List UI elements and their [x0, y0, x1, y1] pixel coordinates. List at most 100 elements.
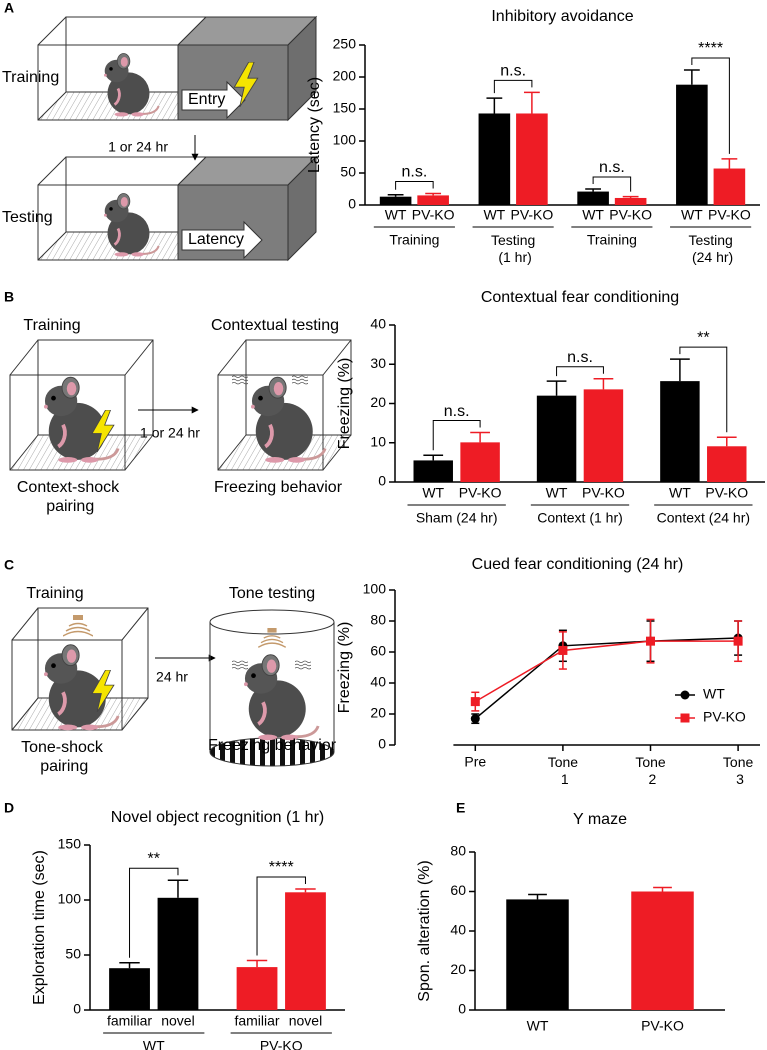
- significance-label: ****: [269, 859, 294, 876]
- group-label: Context (1 hr): [537, 510, 623, 526]
- y-tick-label: 0: [378, 736, 386, 752]
- bar: [157, 897, 199, 1010]
- x-tick-label: WT: [422, 485, 444, 501]
- significance-label: n.s.: [567, 349, 593, 366]
- significance-label: **: [697, 329, 709, 346]
- chart-title: Inhibitory avoidance: [491, 8, 633, 25]
- point: [558, 645, 568, 655]
- y-tick-label: 20: [370, 705, 386, 721]
- bar: [413, 460, 453, 482]
- y-axis-label: Exploration time (sec): [31, 850, 48, 1005]
- diagrams: Entry Latency: [9, 15, 352, 767]
- y-axis-label: Freezing (%): [336, 358, 353, 450]
- panel-label: B: [4, 289, 14, 305]
- x-tick-label: WT: [385, 207, 407, 223]
- diagram-text: 1 or 24 hr: [108, 139, 168, 155]
- x-tick-label: PV-KO: [641, 1018, 684, 1034]
- x-tick-label: WT: [527, 1018, 549, 1034]
- y-tick-label: 200: [333, 68, 357, 84]
- y-tick-label: 0: [458, 1001, 466, 1017]
- bar: [506, 899, 569, 1010]
- significance-label: n.s.: [401, 164, 427, 181]
- y-axis-label: Freezing (%): [336, 622, 353, 714]
- y-tick-label: 100: [363, 581, 387, 597]
- diagram-text: Entry: [188, 91, 225, 108]
- line: [474, 640, 739, 703]
- bar: [379, 196, 412, 205]
- bar: [631, 891, 694, 1010]
- bar: [577, 191, 609, 205]
- y-tick-label: 40: [370, 674, 386, 690]
- x-tick-label: familiar: [234, 1013, 279, 1029]
- x-tick-label: WT: [546, 485, 568, 501]
- group-label: Sham (24 hr): [416, 510, 498, 526]
- diagram-text: Freezing behavior: [214, 479, 343, 496]
- diagram-text: Latency: [188, 231, 244, 248]
- y-tick-label: 20: [370, 394, 386, 410]
- group-label: WT: [143, 1038, 165, 1050]
- point: [470, 697, 480, 707]
- group-label: Training: [587, 232, 637, 248]
- chart-title: Cued fear conditioning (24 hr): [472, 556, 684, 573]
- legend-label: PV-KO: [703, 709, 746, 725]
- arrow-shape: [181, 80, 246, 120]
- y-tick-label: 60: [450, 882, 466, 898]
- diagram-text: Freezing behavior: [208, 737, 337, 754]
- legend-label: WT: [703, 686, 725, 702]
- y-tick-label: 50: [340, 164, 356, 180]
- point: [646, 636, 655, 646]
- group-label: PV-KO: [260, 1038, 303, 1050]
- panel-label: E: [456, 800, 465, 816]
- bar: [713, 168, 746, 205]
- significance-bracket: [592, 176, 632, 192]
- significance-bracket: [691, 57, 730, 154]
- cylinder-sides: [209, 622, 335, 752]
- x-tick-label: WT: [669, 485, 691, 501]
- arrow-shape: [181, 220, 263, 260]
- cage-edges: [217, 339, 352, 471]
- group-label: Testing (1 hr): [491, 232, 535, 265]
- diagram-text: Training: [26, 585, 83, 602]
- y-tick-label: 150: [58, 836, 82, 852]
- significance-bracket: [432, 420, 481, 451]
- x-tick-label: novel: [161, 1013, 194, 1029]
- freeze-lines: [292, 375, 308, 385]
- y-tick-label: 10: [370, 433, 386, 449]
- y-tick-label: 250: [333, 36, 357, 52]
- freeze-lines: [232, 660, 248, 670]
- bar: [536, 395, 577, 482]
- y-tick-label: 100: [58, 891, 82, 907]
- x-tick-label: PV-KO: [708, 207, 751, 223]
- y-axis-label: Spon. alteration (%): [416, 860, 433, 1001]
- diagram-text: 24 hr: [156, 669, 188, 685]
- significance-bracket: [493, 79, 533, 94]
- diagram-text: Tone testing: [229, 585, 315, 602]
- cage-edges: [11, 607, 149, 731]
- y-tick-label: 150: [333, 100, 357, 116]
- line: [474, 637, 739, 720]
- x-tick-label: PV-KO: [412, 207, 455, 223]
- x-tick-label: WT: [681, 207, 703, 223]
- y-tick-label: 80: [450, 843, 466, 859]
- chart-title: Novel object recognition (1 hr): [111, 809, 324, 826]
- significance-bracket: [129, 867, 179, 958]
- chart-title: Contextual fear conditioning: [481, 289, 679, 306]
- x-tick-label: PV-KO: [705, 485, 748, 501]
- y-tick-label: 80: [370, 612, 386, 628]
- bar: [236, 967, 278, 1010]
- cylinder-top: [209, 609, 335, 635]
- diagram-text: Context-shock pairing: [17, 479, 120, 515]
- y-tick-label: 0: [348, 196, 356, 212]
- significance-bracket: [256, 876, 306, 956]
- group-label: Context (24 hr): [657, 510, 750, 526]
- significance-label: n.s.: [444, 403, 470, 420]
- y-tick-label: 60: [370, 643, 386, 659]
- bar: [583, 389, 624, 482]
- y-axis-label: Latency (sec): [306, 77, 323, 173]
- bar: [417, 195, 449, 205]
- significance-bracket: [556, 366, 604, 377]
- tone: [258, 628, 286, 648]
- panel-label: C: [4, 557, 14, 573]
